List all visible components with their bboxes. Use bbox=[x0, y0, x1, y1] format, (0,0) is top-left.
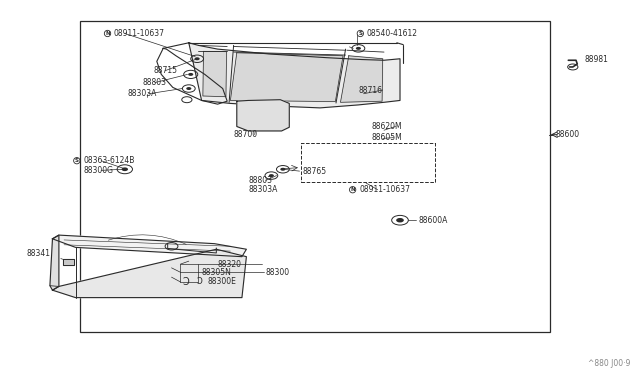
Polygon shape bbox=[189, 43, 400, 108]
Text: 08911-10637: 08911-10637 bbox=[114, 29, 165, 38]
Text: 88605M: 88605M bbox=[371, 133, 402, 142]
Text: 88765: 88765 bbox=[302, 167, 326, 176]
Circle shape bbox=[396, 218, 404, 222]
Text: 08540-41612: 08540-41612 bbox=[367, 29, 418, 38]
Text: ^880 J00·9: ^880 J00·9 bbox=[588, 359, 630, 368]
Text: 88620M: 88620M bbox=[371, 122, 402, 131]
Polygon shape bbox=[340, 56, 383, 102]
Text: 88715: 88715 bbox=[154, 66, 178, 75]
Text: Ɔ: Ɔ bbox=[182, 277, 189, 287]
Text: 88320: 88320 bbox=[218, 260, 242, 269]
Polygon shape bbox=[237, 100, 289, 131]
Polygon shape bbox=[52, 249, 246, 298]
Polygon shape bbox=[203, 51, 227, 97]
Text: 88981: 88981 bbox=[584, 55, 608, 64]
Bar bbox=[80, 21, 550, 332]
Text: 88600A: 88600A bbox=[419, 216, 448, 225]
Circle shape bbox=[280, 168, 285, 171]
Text: 88303A: 88303A bbox=[128, 89, 157, 98]
Polygon shape bbox=[230, 53, 343, 102]
Text: 08363-6124B: 08363-6124B bbox=[83, 156, 134, 165]
Text: 88300: 88300 bbox=[266, 268, 290, 277]
Circle shape bbox=[195, 57, 200, 60]
Circle shape bbox=[356, 47, 361, 50]
Text: 08911-10637: 08911-10637 bbox=[359, 185, 410, 194]
Circle shape bbox=[188, 73, 193, 76]
Circle shape bbox=[186, 87, 191, 90]
Text: 88803: 88803 bbox=[142, 78, 166, 87]
Polygon shape bbox=[63, 259, 74, 265]
Text: 88341: 88341 bbox=[27, 249, 51, 258]
Text: 88303A: 88303A bbox=[248, 185, 278, 194]
Text: 88803: 88803 bbox=[248, 176, 273, 185]
Text: N: N bbox=[105, 31, 110, 36]
Text: 88716: 88716 bbox=[358, 86, 383, 94]
Text: S: S bbox=[75, 158, 79, 163]
Circle shape bbox=[122, 167, 128, 171]
Text: 88700: 88700 bbox=[234, 130, 258, 139]
Polygon shape bbox=[50, 235, 59, 290]
Text: 88300E: 88300E bbox=[208, 278, 237, 286]
Text: Ɔ: Ɔ bbox=[196, 278, 203, 286]
Text: 88600: 88600 bbox=[556, 130, 580, 139]
Circle shape bbox=[269, 174, 274, 177]
Text: 88300G: 88300G bbox=[83, 166, 113, 175]
Polygon shape bbox=[52, 235, 246, 257]
Text: 88305N: 88305N bbox=[202, 268, 232, 277]
Text: N: N bbox=[350, 187, 355, 192]
Text: S: S bbox=[358, 31, 362, 36]
